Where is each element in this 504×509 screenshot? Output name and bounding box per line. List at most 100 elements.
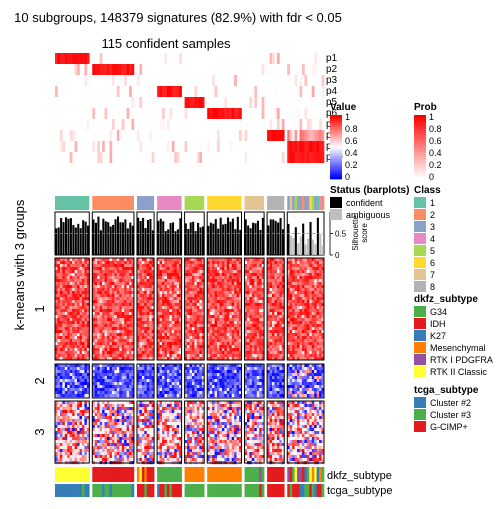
heatmap-cell <box>142 388 145 391</box>
heatmap-cell <box>124 300 127 303</box>
heatmap-cell <box>82 333 85 336</box>
heatmap-cell <box>95 282 98 285</box>
prob-cell <box>60 141 63 152</box>
silhouette-bar <box>257 221 259 255</box>
heatmap-cell <box>300 382 303 385</box>
heatmap-cell <box>105 376 108 379</box>
heatmap-cell <box>227 382 230 385</box>
heatmap-row-group-2 <box>55 364 324 398</box>
prob-cell <box>167 86 170 97</box>
heatmap-cell <box>139 321 142 324</box>
prob-cell <box>117 64 120 75</box>
prob-cell <box>119 130 122 141</box>
heatmap-cell <box>312 345 315 348</box>
heatmap-cell <box>117 315 120 318</box>
heatmap-cell <box>199 309 202 312</box>
heatmap-cell <box>312 394 315 397</box>
heatmap-cell <box>290 327 293 330</box>
heatmap-cell <box>295 379 298 382</box>
heatmap-cell <box>292 373 295 376</box>
heatmap-cell <box>309 391 312 394</box>
heatmap-cell <box>274 306 277 309</box>
heatmap-cell <box>227 388 230 391</box>
heatmap-cell <box>62 324 65 327</box>
heatmap-cell <box>80 345 83 348</box>
heatmap-cell <box>292 276 295 279</box>
heatmap-cell <box>224 388 227 391</box>
heatmap-cell <box>252 345 255 348</box>
heatmap-cell <box>312 261 315 264</box>
heatmap-cell <box>219 285 222 288</box>
heatmap-cell <box>290 373 293 376</box>
prob-cell <box>217 108 220 119</box>
heatmap-cell <box>247 276 250 279</box>
heatmap-cell <box>192 261 195 264</box>
heatmap-cell <box>102 306 105 309</box>
heatmap-cell <box>247 345 250 348</box>
heatmap-cell <box>319 294 322 297</box>
heatmap-cell <box>297 394 300 397</box>
heatmap-cell <box>199 282 202 285</box>
heatmap-cell <box>219 291 222 294</box>
heatmap-cell <box>57 300 60 303</box>
heatmap-cell <box>217 309 220 312</box>
heatmap-cell <box>194 309 197 312</box>
heatmap-cell <box>259 373 262 376</box>
heatmap-cell <box>114 333 117 336</box>
heatmap-cell <box>72 367 75 370</box>
heatmap-cell <box>60 379 63 382</box>
heatmap-cell <box>172 270 175 273</box>
heatmap-cell <box>270 279 273 282</box>
heatmap-cell <box>105 348 108 351</box>
heatmap-cell <box>279 394 282 397</box>
heatmap-cell <box>112 303 115 306</box>
heatmap-cell <box>57 385 60 388</box>
heatmap-cell <box>237 327 240 330</box>
heatmap-cell <box>252 312 255 315</box>
heatmap-cell <box>312 294 315 297</box>
heatmap-cell <box>292 303 295 306</box>
heatmap-cell <box>167 300 170 303</box>
heatmap-cell <box>142 336 145 339</box>
heatmap-cell <box>257 324 260 327</box>
prob-cell <box>172 141 175 152</box>
heatmap-cell <box>307 318 310 321</box>
heatmap-cell <box>210 318 213 321</box>
heatmap-cell <box>194 339 197 342</box>
heatmap-cell <box>254 273 257 276</box>
heatmap-cell <box>227 279 230 282</box>
heatmap-cell <box>224 276 227 279</box>
heatmap-cell <box>82 279 85 282</box>
heatmap-cell <box>317 379 320 382</box>
heatmap-cell <box>172 342 175 345</box>
heatmap-cell <box>105 333 108 336</box>
heatmap-cell <box>312 279 315 282</box>
heatmap-cell <box>229 267 232 270</box>
heatmap-cell <box>187 303 190 306</box>
heatmap-cell <box>279 312 282 315</box>
heatmap-cell <box>199 339 202 342</box>
heatmap-cell <box>62 279 65 282</box>
heatmap-cell <box>270 267 273 270</box>
heatmap-cell <box>70 376 73 379</box>
heatmap-cell <box>190 282 193 285</box>
heatmap-cell <box>124 291 127 294</box>
heatmap-cell <box>259 324 262 327</box>
heatmap-cell <box>72 315 75 318</box>
heatmap-cell <box>215 367 218 370</box>
heatmap-cell <box>302 367 305 370</box>
heatmap-cell <box>80 303 83 306</box>
heatmap-cell <box>114 318 117 321</box>
heatmap-cell <box>112 291 115 294</box>
heatmap-cell <box>67 276 70 279</box>
heatmap-cell <box>297 330 300 333</box>
heatmap-cell <box>274 351 277 354</box>
heatmap-cell <box>274 321 277 324</box>
heatmap-cell <box>107 348 110 351</box>
heatmap-cell <box>77 297 80 300</box>
heatmap-cell <box>197 279 200 282</box>
heatmap-cell <box>254 376 257 379</box>
heatmap-cell <box>112 391 115 394</box>
heatmap-cell <box>100 385 103 388</box>
heatmap-cell <box>307 351 310 354</box>
